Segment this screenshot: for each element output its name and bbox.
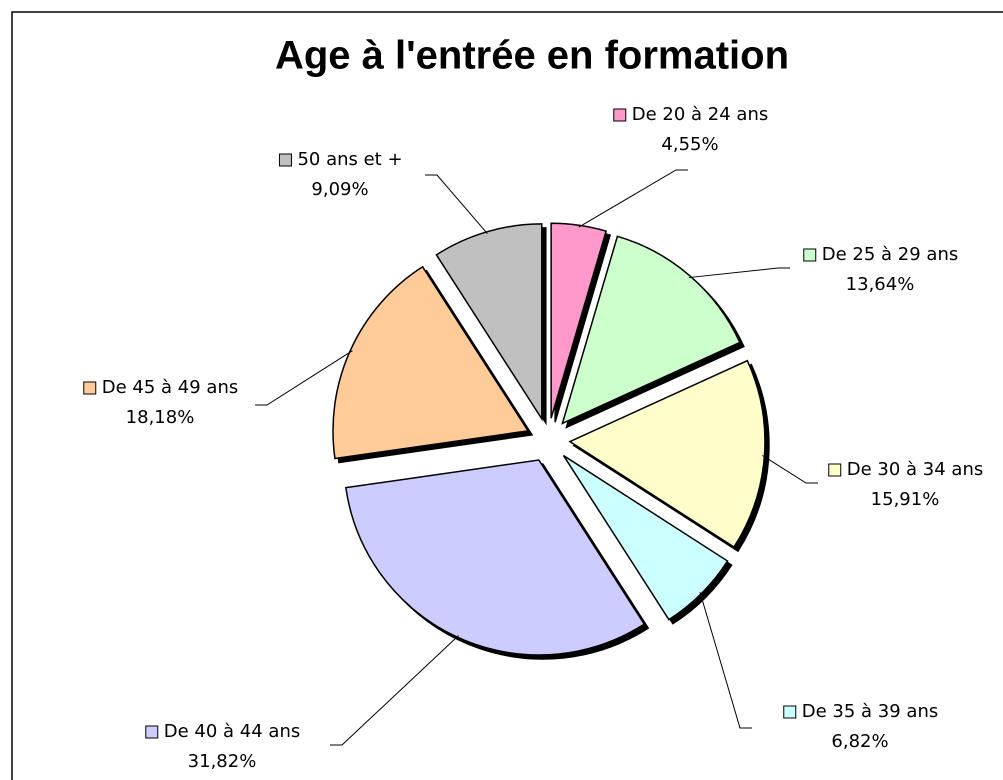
pie-slice <box>561 235 741 425</box>
value-label: 18,18% <box>126 407 195 428</box>
pie-slice <box>562 454 729 621</box>
category-label: De 45 à 49 ans <box>102 377 238 398</box>
pie-slice <box>344 459 646 656</box>
leader-line <box>330 635 459 746</box>
value-label: 13,64% <box>846 274 915 295</box>
value-label: 31,82% <box>188 751 257 772</box>
leader-line <box>255 350 353 406</box>
value-label: 15,91% <box>871 489 940 510</box>
legend-key <box>278 153 292 167</box>
pie-slice <box>568 359 766 549</box>
legend-key <box>828 463 842 477</box>
legend-key <box>613 108 627 122</box>
leader-line <box>578 169 688 228</box>
leader-line <box>699 591 752 729</box>
leader-line <box>762 454 818 484</box>
category-label: De 40 à 44 ans <box>164 721 300 742</box>
pie-slice <box>550 222 608 419</box>
category-label: 50 ans et + <box>297 149 402 170</box>
chart-title: Age à l'entrée en formation <box>275 34 789 78</box>
value-label: 4,55% <box>661 134 718 155</box>
legend-key <box>83 381 97 395</box>
category-label: De 20 à 24 ans <box>632 104 768 125</box>
value-label: 9,09% <box>311 179 368 200</box>
pie-slice <box>332 265 530 460</box>
leader-line <box>425 174 488 235</box>
category-label: De 25 à 29 ans <box>822 244 958 265</box>
category-label: De 30 à 34 ans <box>847 459 983 480</box>
legend-key <box>145 725 159 739</box>
legend-key <box>803 248 817 262</box>
legend-key <box>783 705 797 719</box>
leader-line <box>688 267 790 279</box>
category-label: De 35 à 39 ans <box>802 701 938 722</box>
pie-slice <box>435 223 543 422</box>
value-label: 6,82% <box>831 731 888 752</box>
